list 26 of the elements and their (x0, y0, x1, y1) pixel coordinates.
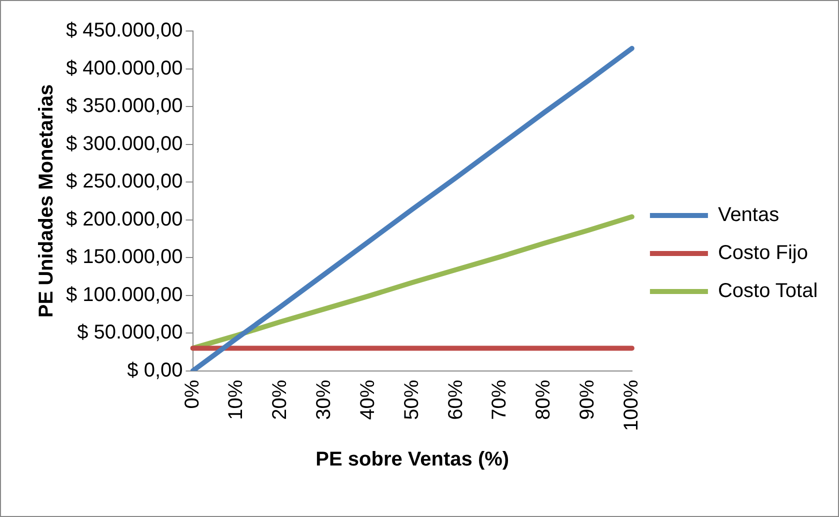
x-tick-label: 10% (225, 380, 248, 420)
y-tick-label: $ 0,00 (127, 359, 183, 382)
y-tick-label: $ 200.000,00 (66, 208, 183, 230)
legend-label: Costo Fijo (718, 242, 808, 264)
x-axis-title: PE sobre Ventas (%) (316, 448, 510, 471)
y-tick-label: $ 150.000,00 (66, 246, 183, 268)
y-tick-label: $ 250.000,00 (66, 170, 183, 193)
legend-label: Costo Total (718, 280, 818, 302)
x-tick-label: 40% (356, 380, 379, 420)
y-tick-label: $ 350.000,00 (66, 95, 183, 118)
x-tick-label: 70% (488, 380, 511, 420)
y-tick-label: $ 450.000,00 (66, 20, 183, 42)
x-tick-label: 80% (532, 380, 555, 420)
legend-label: Ventas (718, 204, 780, 226)
y-tick-label: $ 50.000,00 (77, 322, 183, 344)
x-tick-label: 100% (620, 380, 642, 432)
x-tick-label: 0% (181, 380, 204, 409)
x-tick-label: 50% (400, 380, 423, 420)
x-tick-label: 90% (576, 380, 599, 420)
y-axis-title: PE Unidades Monetarias (36, 84, 58, 318)
y-tick-label: $ 300.000,00 (66, 132, 183, 155)
x-tick-label: 30% (313, 380, 336, 420)
x-tick-label: 60% (444, 380, 467, 420)
x-tick-label: 20% (269, 380, 292, 420)
y-tick-label: $ 100.000,00 (66, 284, 183, 306)
y-tick-label: $ 400.000,00 (66, 57, 183, 80)
